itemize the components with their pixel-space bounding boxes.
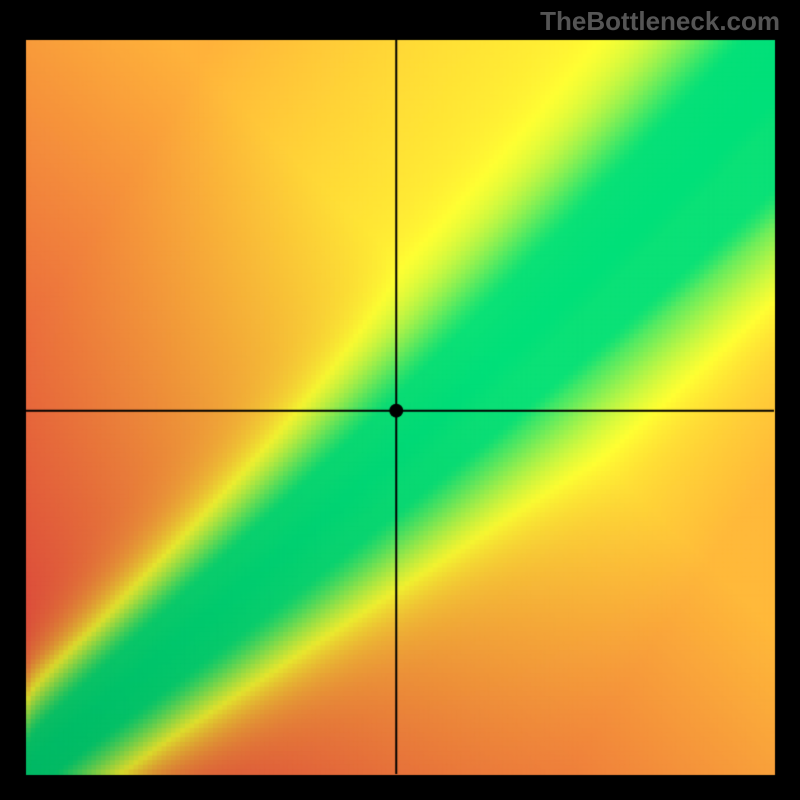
- chart-container: { "watermark": { "text": "TheBottleneck.…: [0, 0, 800, 800]
- watermark-text: TheBottleneck.com: [540, 6, 780, 37]
- bottleneck-heatmap: [0, 0, 800, 800]
